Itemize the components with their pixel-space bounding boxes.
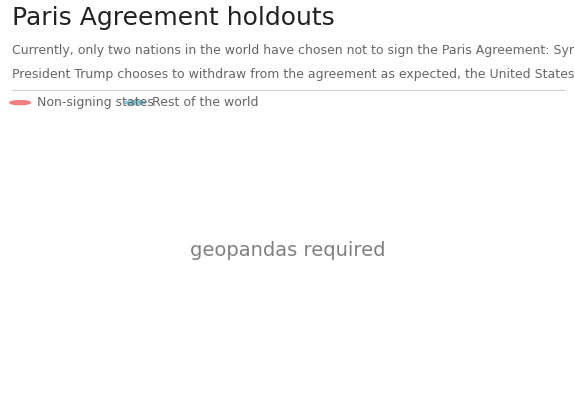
Text: geopandas required: geopandas required bbox=[190, 241, 385, 260]
Text: Currently, only two nations in the world have chosen not to sign the Paris Agree: Currently, only two nations in the world… bbox=[12, 44, 575, 57]
Text: Non-signing states: Non-signing states bbox=[37, 96, 154, 109]
Text: President Trump chooses to withdraw from the agreement as expected, the United S: President Trump chooses to withdraw from… bbox=[12, 69, 575, 82]
Circle shape bbox=[10, 100, 30, 104]
Circle shape bbox=[125, 100, 145, 104]
Text: Rest of the world: Rest of the world bbox=[152, 96, 259, 109]
Text: Paris Agreement holdouts: Paris Agreement holdouts bbox=[12, 6, 334, 30]
